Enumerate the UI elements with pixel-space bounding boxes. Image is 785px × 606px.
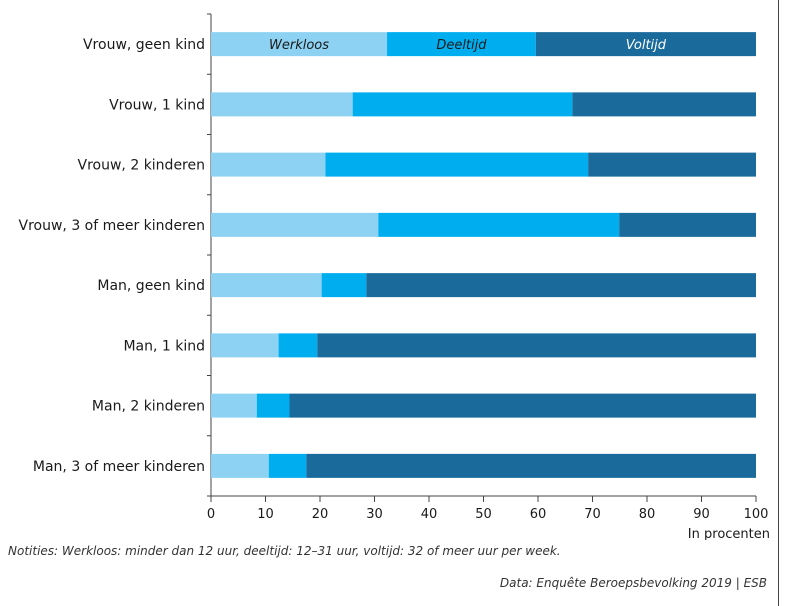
- bar-segment-deeltijd: [352, 92, 573, 117]
- category-label: Vrouw, geen kind: [83, 37, 205, 53]
- x-tick-label: 10: [257, 507, 274, 522]
- series-label-voltijd: Voltijd: [626, 38, 667, 53]
- bar-segment-werkloos: [211, 273, 322, 298]
- category-label: Vrouw, 1 kind: [109, 97, 205, 113]
- x-tick-label: 30: [366, 507, 383, 522]
- bar-segment-voltijd: [306, 453, 756, 478]
- bar-segment-voltijd: [366, 273, 756, 298]
- category-label: Vrouw, 3 of meer kinderen: [19, 218, 206, 234]
- category-label: Man, 1 kind: [123, 338, 205, 354]
- series-label-werkloos: Werkloos: [269, 38, 329, 53]
- bar-segment-deeltijd: [268, 453, 307, 478]
- bar-segment-werkloos: [211, 92, 353, 117]
- bar-segment-werkloos: [211, 212, 379, 237]
- x-tick-label: 80: [639, 507, 656, 522]
- bar-segment-deeltijd: [278, 333, 318, 358]
- bar-segment-voltijd: [317, 333, 756, 358]
- x-tick-label: 70: [584, 507, 601, 522]
- category-label: Man, geen kind: [97, 278, 205, 294]
- x-tick-label: 100: [744, 507, 769, 522]
- bar-segment-voltijd: [289, 393, 756, 418]
- bar-segment-voltijd: [572, 92, 756, 117]
- bar-segment-deeltijd: [387, 32, 536, 57]
- series-label-deeltijd: Deeltijd: [436, 38, 487, 53]
- bar-segment-voltijd: [588, 152, 756, 177]
- x-tick-label: 20: [312, 507, 329, 522]
- stacked-bar-chart: Werkloos Deeltijd Voltijd Vrouw, geen kind V…: [19, 13, 770, 540]
- bar-segment-voltijd: [535, 32, 756, 57]
- x-tick-label: 60: [530, 507, 547, 522]
- x-tick-label: 50: [475, 507, 492, 522]
- chart-source: Data: Enquête Beroepsbevolking 2019 | ES…: [499, 576, 767, 590]
- right-divider: [778, 0, 779, 606]
- category-label: Man, 3 of meer kinderen: [33, 459, 205, 475]
- bar-segment-werkloos: [211, 32, 388, 57]
- bar-segment-werkloos: [211, 453, 269, 478]
- category-label: Vrouw, 2 kinderen: [78, 158, 205, 174]
- x-tick-label: 90: [693, 507, 710, 522]
- chart-note: Notities: Werkloos: minder dan 12 uur, d…: [8, 544, 561, 558]
- category-label: Man, 2 kinderen: [92, 399, 205, 415]
- x-axis-title: In procenten: [688, 527, 770, 540]
- bar-segment-deeltijd: [321, 273, 367, 298]
- bar-segment-werkloos: [211, 333, 279, 358]
- x-tick-label: 0: [207, 507, 215, 522]
- bar-segment-deeltijd: [378, 212, 620, 237]
- x-tick-label: 40: [421, 507, 438, 522]
- bar-segment-deeltijd: [256, 393, 290, 418]
- bar-segment-werkloos: [211, 152, 326, 177]
- bar-segment-voltijd: [619, 212, 756, 237]
- bar-segment-werkloos: [211, 393, 257, 418]
- bar-segment-deeltijd: [325, 152, 589, 177]
